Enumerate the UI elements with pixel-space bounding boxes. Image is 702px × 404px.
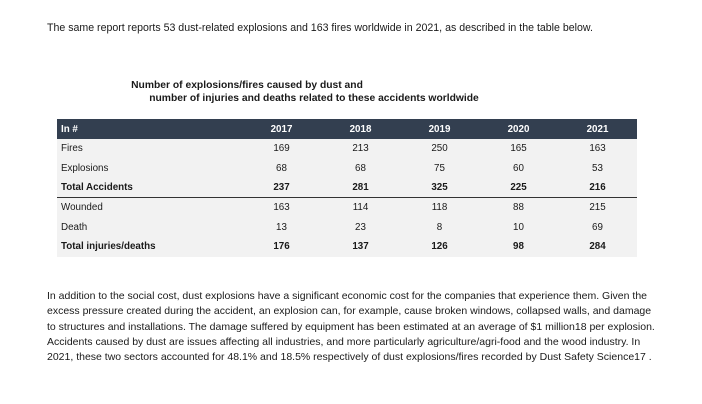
table-header-row: In # 2017 2018 2019 2020 2021 bbox=[57, 119, 637, 139]
row-label: Wounded bbox=[61, 202, 103, 214]
cell-value: 284 bbox=[589, 241, 606, 253]
accidents-table: In # 2017 2018 2019 2020 2021 Fires 169 … bbox=[57, 119, 637, 257]
accidents-table-container: In # 2017 2018 2019 2020 2021 Fires 169 … bbox=[57, 119, 637, 257]
cell-value: 281 bbox=[321, 178, 400, 199]
table-row-explosions: Explosions 68 68 75 60 53 bbox=[57, 159, 637, 179]
cell-value: 137 bbox=[352, 241, 369, 253]
cell-value: 165 bbox=[510, 143, 527, 155]
cell-value: 75 bbox=[434, 162, 445, 174]
header-year-2020: 2020 bbox=[507, 123, 530, 135]
header-year-2018: 2018 bbox=[349, 123, 372, 135]
header-year-2021: 2021 bbox=[586, 123, 609, 135]
cell-value: 225 bbox=[479, 178, 558, 199]
cell-value: 68 bbox=[276, 162, 287, 174]
cell-value: 215 bbox=[589, 202, 606, 214]
header-unit-label: In # bbox=[61, 123, 78, 135]
cell-value: 68 bbox=[355, 162, 366, 174]
cell-value: 114 bbox=[352, 202, 369, 214]
cell-value: 216 bbox=[558, 178, 637, 199]
table-row-total-accidents: Total Accidents 237 281 325 225 216 bbox=[57, 178, 637, 199]
cell-value: 126 bbox=[431, 241, 448, 253]
cell-value: 88 bbox=[513, 202, 524, 214]
intro-text: The same report reports 53 dust-related … bbox=[47, 22, 593, 34]
cell-value: 53 bbox=[592, 162, 603, 174]
cell-value: 163 bbox=[273, 202, 290, 214]
header-year-2017: 2017 bbox=[270, 123, 293, 135]
cell-value: 325 bbox=[400, 178, 479, 199]
cell-value: 163 bbox=[589, 143, 606, 155]
table-caption: Number of explosions/fires caused by dus… bbox=[58, 79, 570, 105]
cell-value: 118 bbox=[431, 202, 448, 214]
table-row-wounded: Wounded 163 114 118 88 215 bbox=[57, 198, 637, 218]
cell-value: 60 bbox=[513, 162, 524, 174]
body-paragraph: In addition to the social cost, dust exp… bbox=[47, 290, 655, 364]
row-label: Death bbox=[61, 221, 88, 233]
table-row-death: Death 13 23 8 10 69 bbox=[57, 217, 637, 237]
cell-value: 8 bbox=[436, 221, 443, 233]
cell-value: 69 bbox=[592, 221, 603, 233]
row-label: Fires bbox=[61, 143, 83, 155]
header-year-2019: 2019 bbox=[428, 123, 451, 135]
table-caption-line-1: Number of explosions/fires caused by dus… bbox=[131, 80, 363, 91]
row-label: Total injuries/deaths bbox=[61, 241, 156, 253]
cell-value: 10 bbox=[513, 221, 524, 233]
cell-value: 250 bbox=[431, 143, 448, 155]
row-label: Total Accidents bbox=[57, 178, 242, 199]
cell-value: 98 bbox=[513, 241, 524, 253]
table-caption-line-2: number of injuries and deaths related to… bbox=[149, 93, 479, 104]
cell-value: 23 bbox=[355, 221, 366, 233]
cell-value: 176 bbox=[273, 241, 290, 253]
table-row-fires: Fires 169 213 250 165 163 bbox=[57, 139, 637, 159]
cell-value: 213 bbox=[352, 143, 369, 155]
cell-value: 13 bbox=[276, 221, 287, 233]
row-label: Explosions bbox=[61, 162, 109, 174]
cell-value: 169 bbox=[273, 143, 290, 155]
cell-value: 237 bbox=[242, 178, 321, 199]
table-row-total-injuries-deaths: Total injuries/deaths 176 137 126 98 284 bbox=[57, 237, 637, 257]
